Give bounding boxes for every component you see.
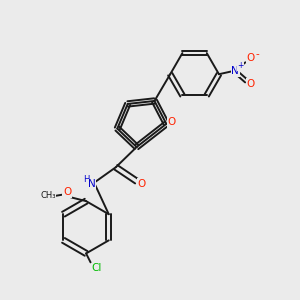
Text: N: N — [88, 179, 96, 189]
Text: Cl: Cl — [91, 263, 102, 273]
Text: N: N — [231, 66, 239, 76]
Text: CH₃: CH₃ — [40, 191, 56, 200]
Text: O: O — [168, 117, 176, 128]
Text: +: + — [238, 61, 244, 70]
Text: -: - — [255, 50, 259, 60]
Text: O: O — [63, 187, 71, 197]
Text: O: O — [246, 53, 254, 64]
Text: O: O — [246, 79, 254, 89]
Text: H: H — [83, 175, 90, 184]
Text: O: O — [138, 178, 146, 189]
